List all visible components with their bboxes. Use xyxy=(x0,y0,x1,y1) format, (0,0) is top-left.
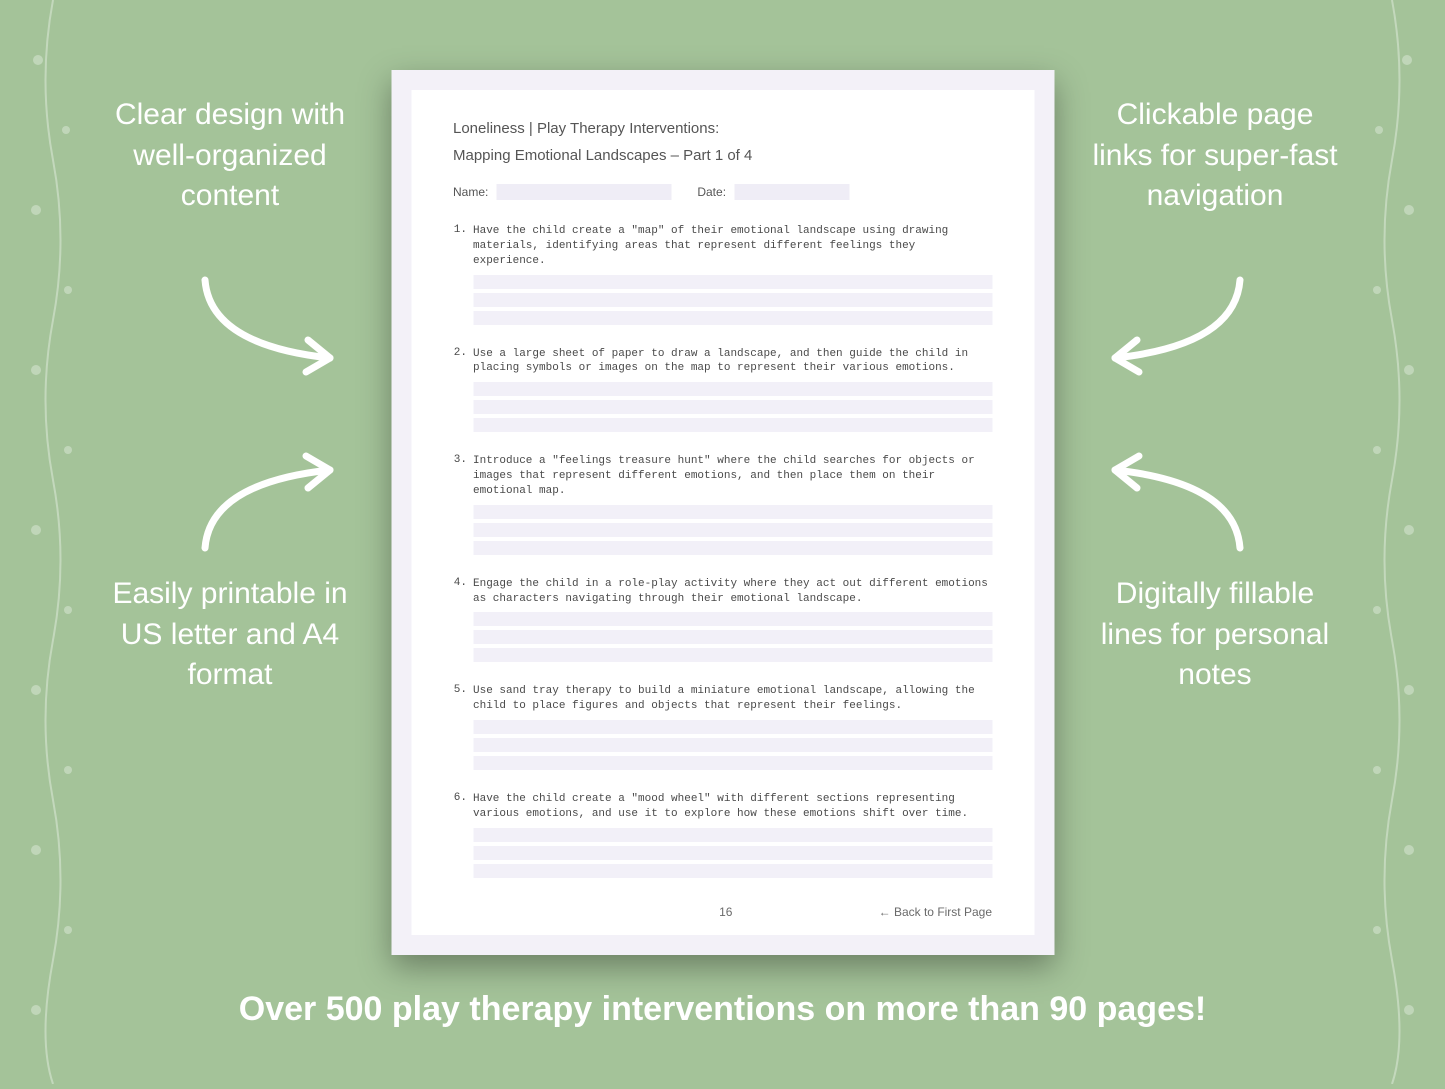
name-field: Name: xyxy=(453,184,671,200)
fill-line[interactable] xyxy=(473,400,992,414)
date-fill[interactable] xyxy=(734,184,849,200)
name-fill[interactable] xyxy=(496,184,671,200)
item-fill-lines xyxy=(473,505,992,555)
worksheet-item: 4.Engage the child in a role-play activi… xyxy=(453,577,992,667)
fill-line[interactable] xyxy=(473,756,992,770)
fill-line[interactable] xyxy=(473,828,992,842)
page-number: 16 xyxy=(573,905,879,919)
decorative-vine-right xyxy=(1357,0,1427,1084)
item-text: Engage the child in a role-play activity… xyxy=(473,577,992,607)
worksheet-page: Loneliness | Play Therapy Interventions:… xyxy=(391,70,1054,955)
page-header-line1: Loneliness | Play Therapy Interventions: xyxy=(453,120,992,137)
item-number: 2. xyxy=(453,347,467,437)
arrow-top-left xyxy=(190,270,360,380)
page-footer: 16 ← Back to First Page xyxy=(453,905,992,919)
callout-bottom-left: Easily printable in US letter and A4 for… xyxy=(100,574,360,696)
fill-line[interactable] xyxy=(473,648,992,662)
item-body: Introduce a "feelings treasure hunt" whe… xyxy=(473,454,992,559)
name-date-row: Name: Date: xyxy=(453,184,992,200)
worksheet-page-inner: Loneliness | Play Therapy Interventions:… xyxy=(411,90,1034,935)
decorative-vine-left xyxy=(18,0,88,1084)
item-body: Use a large sheet of paper to draw a lan… xyxy=(473,347,992,437)
date-field: Date: xyxy=(697,184,849,200)
callout-bottom-right: Digitally fillable lines for personal no… xyxy=(1085,574,1345,696)
item-fill-lines xyxy=(473,275,992,325)
item-fill-lines xyxy=(473,382,992,432)
item-number: 1. xyxy=(453,224,467,329)
item-text: Have the child create a "mood wheel" wit… xyxy=(473,792,992,822)
fill-line[interactable] xyxy=(473,846,992,860)
fill-line[interactable] xyxy=(473,311,992,325)
fill-line[interactable] xyxy=(473,293,992,307)
bottom-headline: Over 500 play therapy interventions on m… xyxy=(0,990,1445,1029)
worksheet-item: 5.Use sand tray therapy to build a minia… xyxy=(453,684,992,774)
back-to-first-link[interactable]: ← Back to First Page xyxy=(879,905,992,919)
arrow-bottom-right xyxy=(1085,448,1255,558)
name-label: Name: xyxy=(453,185,488,199)
item-fill-lines xyxy=(473,612,992,662)
fill-line[interactable] xyxy=(473,275,992,289)
worksheet-item: 2.Use a large sheet of paper to draw a l… xyxy=(453,347,992,437)
worksheet-item: 6.Have the child create a "mood wheel" w… xyxy=(453,792,992,882)
item-number: 4. xyxy=(453,577,467,667)
item-number: 6. xyxy=(453,792,467,882)
item-text: Use a large sheet of paper to draw a lan… xyxy=(473,347,992,377)
item-body: Use sand tray therapy to build a miniatu… xyxy=(473,684,992,774)
fill-line[interactable] xyxy=(473,541,992,555)
item-text: Have the child create a "map" of their e… xyxy=(473,224,992,269)
arrow-bottom-left xyxy=(190,448,360,558)
arrow-top-right xyxy=(1085,270,1255,380)
item-fill-lines xyxy=(473,720,992,770)
page-header-line2: Mapping Emotional Landscapes – Part 1 of… xyxy=(453,147,992,164)
callout-top-right: Clickable page links for super-fast navi… xyxy=(1085,95,1345,217)
callout-top-left: Clear design with well-organized content xyxy=(100,95,360,217)
fill-line[interactable] xyxy=(473,630,992,644)
fill-line[interactable] xyxy=(473,864,992,878)
fill-line[interactable] xyxy=(473,505,992,519)
item-body: Have the child create a "map" of their e… xyxy=(473,224,992,329)
item-text: Use sand tray therapy to build a miniatu… xyxy=(473,684,992,714)
item-text: Introduce a "feelings treasure hunt" whe… xyxy=(473,454,992,499)
items-list: 1.Have the child create a "map" of their… xyxy=(453,224,992,882)
fill-line[interactable] xyxy=(473,720,992,734)
item-body: Engage the child in a role-play activity… xyxy=(473,577,992,667)
item-fill-lines xyxy=(473,828,992,878)
worksheet-item: 3.Introduce a "feelings treasure hunt" w… xyxy=(453,454,992,559)
fill-line[interactable] xyxy=(473,418,992,432)
item-number: 3. xyxy=(453,454,467,559)
date-label: Date: xyxy=(697,185,726,199)
fill-line[interactable] xyxy=(473,523,992,537)
item-number: 5. xyxy=(453,684,467,774)
fill-line[interactable] xyxy=(473,382,992,396)
fill-line[interactable] xyxy=(473,612,992,626)
item-body: Have the child create a "mood wheel" wit… xyxy=(473,792,992,882)
worksheet-item: 1.Have the child create a "map" of their… xyxy=(453,224,992,329)
fill-line[interactable] xyxy=(473,738,992,752)
